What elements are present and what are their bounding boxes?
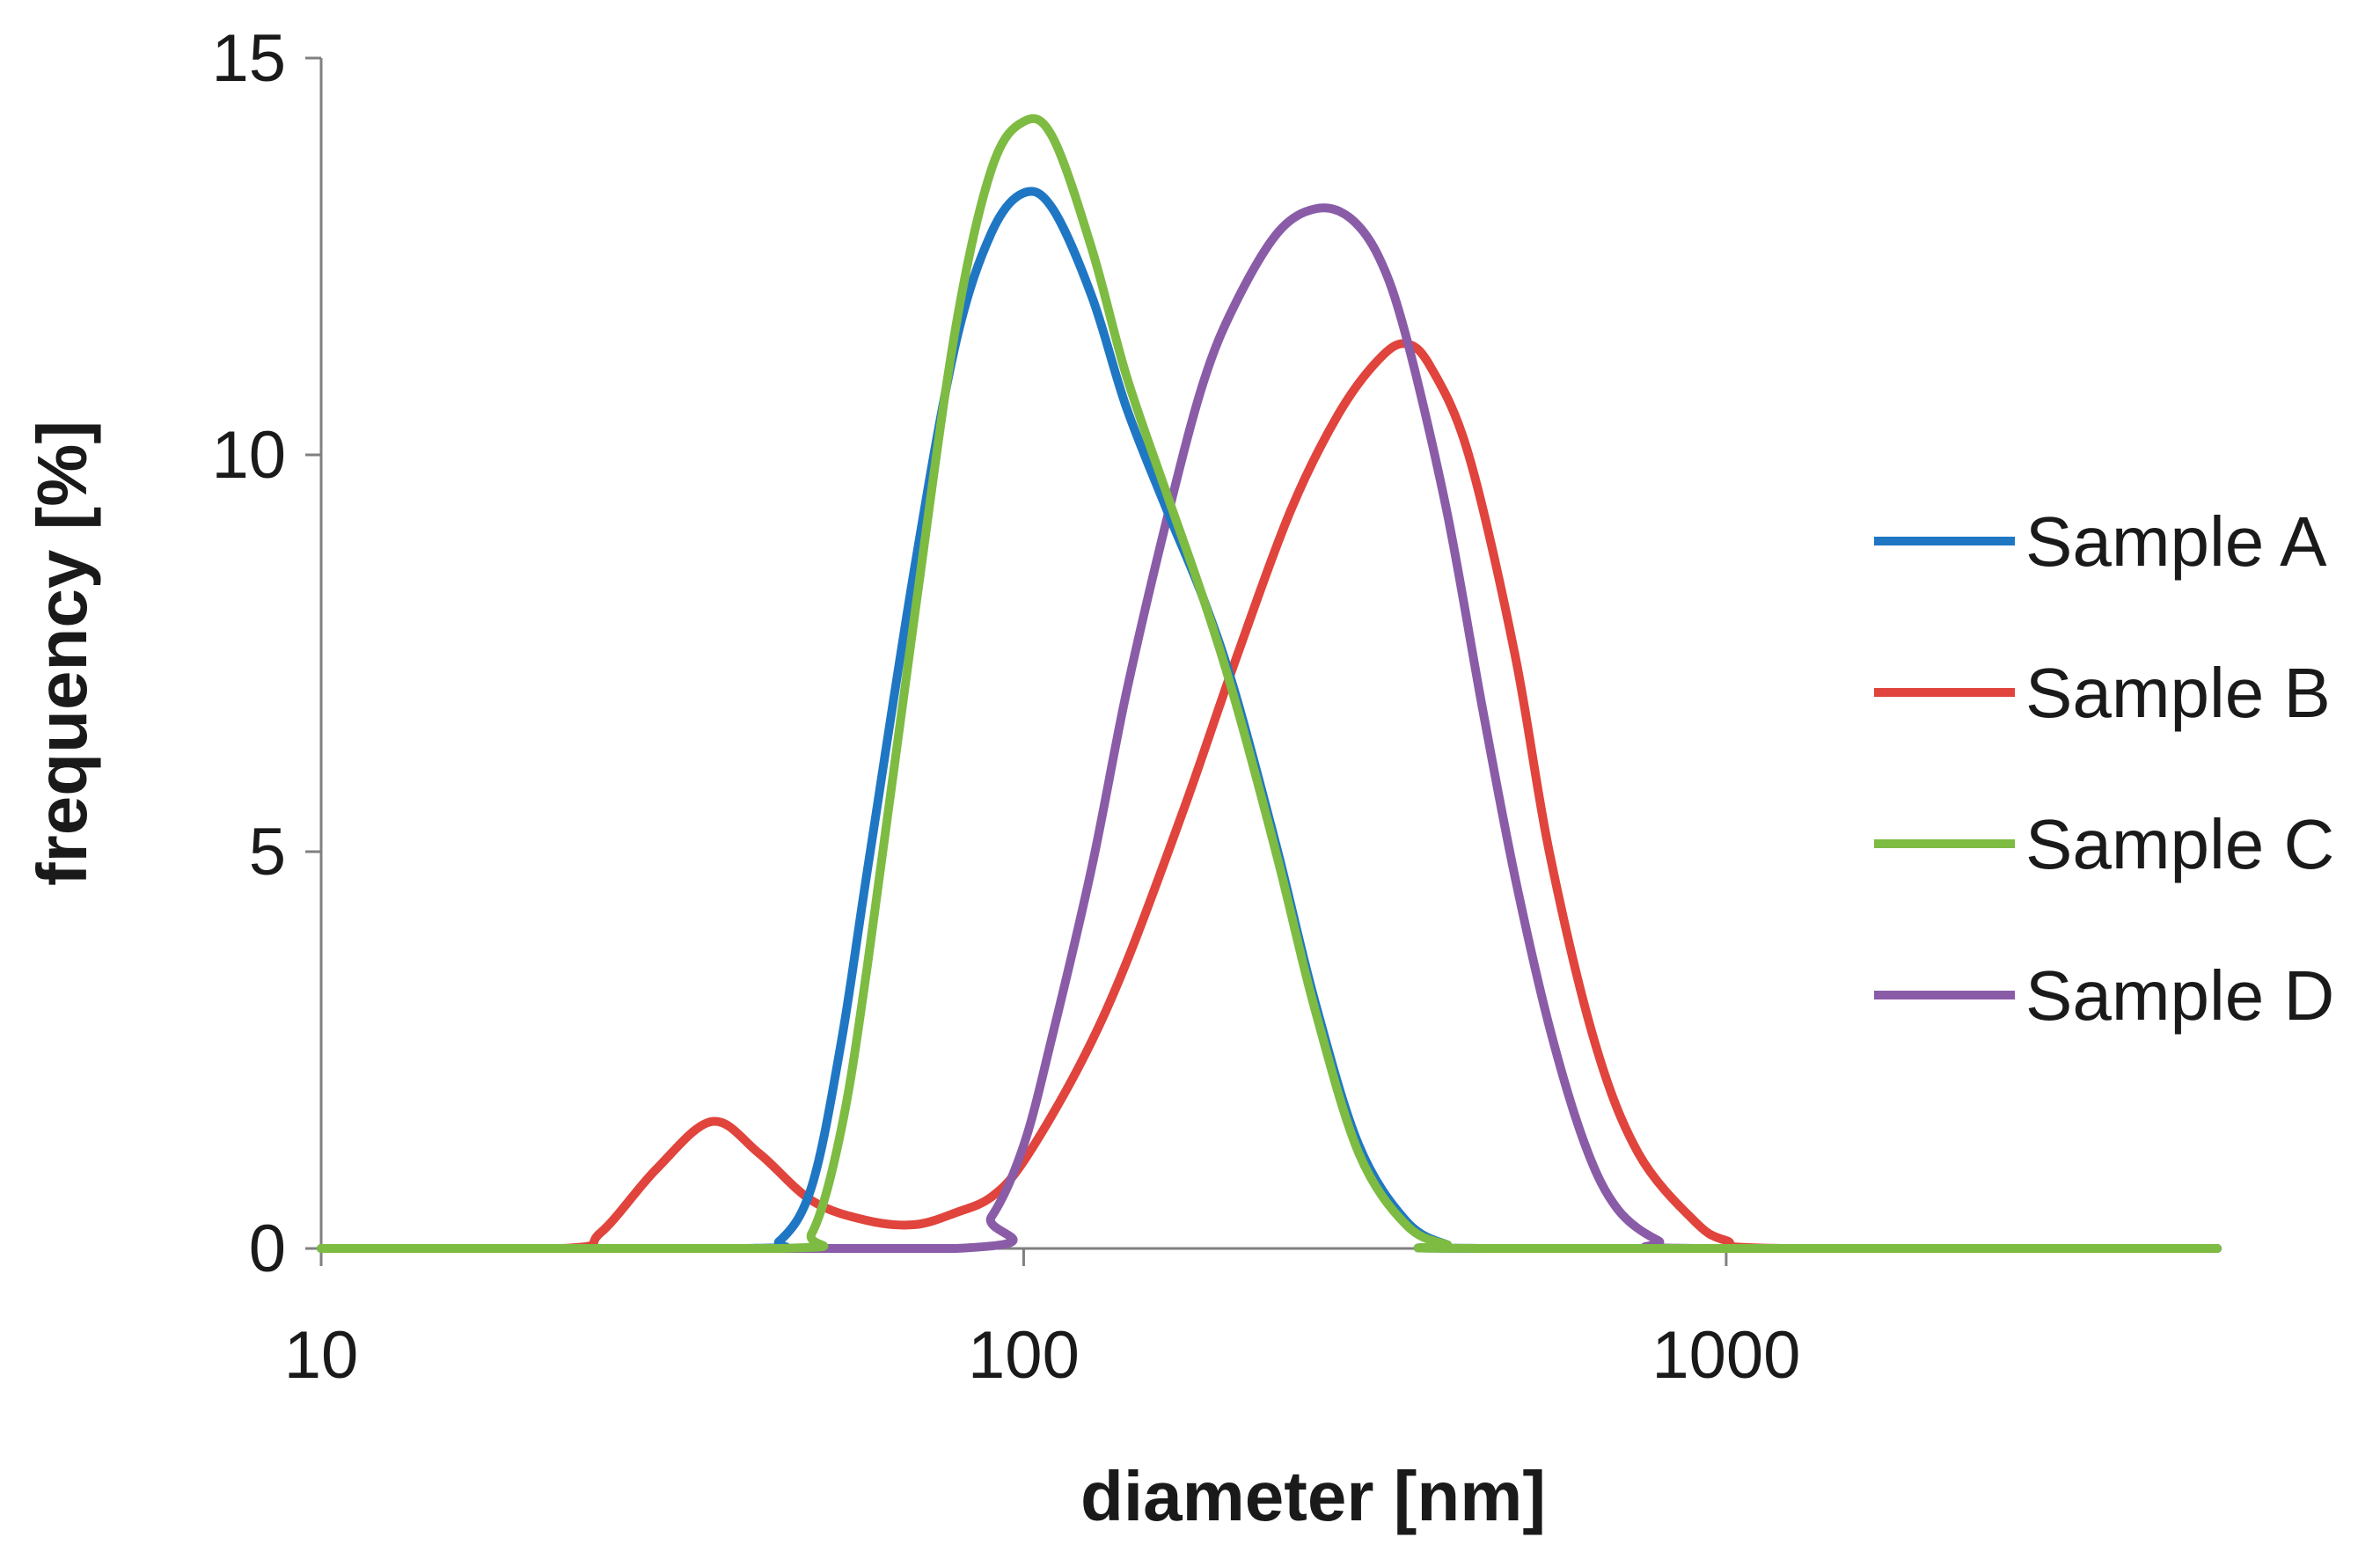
- series-line-sample-b: [317, 339, 2222, 1254]
- y-tick-label: 15: [211, 21, 286, 96]
- y-tick-label: 5: [249, 815, 286, 889]
- x-tick-label: 10: [284, 1318, 359, 1393]
- x-axis-title: diameter [nm]: [1080, 1457, 1546, 1535]
- y-tick-label: 10: [211, 418, 286, 493]
- legend-label-sample-b: Sample B: [2025, 654, 2331, 732]
- legend-label-sample-a: Sample A: [2025, 502, 2327, 581]
- y-tick-label: 0: [249, 1212, 286, 1286]
- legend-label-sample-c: Sample C: [2025, 805, 2334, 883]
- series-line-sample-a: [317, 187, 2222, 1254]
- x-tick-label: 100: [968, 1318, 1080, 1393]
- x-tick-label: 1000: [1651, 1318, 1800, 1393]
- y-axis-title: frequency [%]: [23, 421, 101, 886]
- series-line-sample-c: [317, 113, 2222, 1254]
- series-line-sample-d: [317, 203, 2222, 1254]
- legend-label-sample-d: Sample D: [2025, 956, 2334, 1035]
